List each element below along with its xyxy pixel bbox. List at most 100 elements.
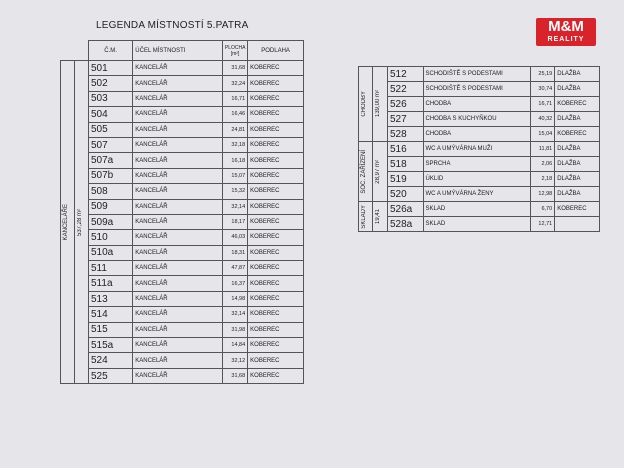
room-area: 30,74 — [529, 81, 556, 97]
room-number: 519 — [387, 171, 424, 187]
group-area: 28,97 m² — [375, 159, 381, 184]
room-number: 524 — [87, 352, 134, 369]
table-row: 509 KANCELÁŘ 32,14 KOBEREC — [61, 198, 304, 215]
room-area: 40,32 — [529, 111, 556, 127]
table-row: 507a KANCELÁŘ 16,18 KOBEREC — [61, 152, 304, 169]
room-area: 14,98 — [221, 290, 249, 308]
room-purpose: CHODBA S KUCHYŇKOU — [422, 111, 531, 127]
table-row: 511 KANCELÁŘ 47,87 KOBEREC — [61, 260, 304, 277]
room-floor: KOBEREC — [247, 321, 304, 339]
room-purpose: KANCELÁŘ — [132, 229, 223, 246]
table-row: 527 CHODBA S KUCHYŇKOU 40,32 DLAŽBA — [359, 111, 600, 127]
room-area: 15,07 — [221, 167, 249, 185]
room-floor: DLAŽBA — [554, 141, 600, 157]
room-number: 509 — [87, 198, 134, 215]
group-area: 139,00 m² — [375, 90, 381, 118]
table-row: 509a KANCELÁŘ 18,17 KOBEREC — [61, 213, 304, 231]
table-row: 510a KANCELÁŘ 18,31 KOBEREC — [61, 244, 304, 262]
header-cislo: Č.M. — [87, 40, 134, 61]
room-purpose: SCHODIŠTĚ S PODESTAMI — [422, 66, 531, 82]
room-floor: KOBEREC — [247, 198, 304, 215]
room-area: 6,70 — [529, 201, 556, 217]
room-number: 526a — [387, 201, 424, 217]
room-area: 12,71 — [529, 216, 556, 232]
room-floor: DLAŽBA — [554, 156, 600, 172]
room-area: 46,03 — [221, 229, 249, 246]
room-floor: KOBEREC — [554, 126, 600, 142]
room-floor: KOBEREC — [247, 275, 304, 292]
room-purpose: KANCELÁŘ — [132, 290, 223, 308]
room-number: 511 — [87, 260, 134, 277]
room-area: 2,18 — [529, 171, 556, 187]
room-floor: KOBEREC — [247, 75, 304, 92]
table-row: 519 ÚKLID 2,18 DLAŽBA — [359, 171, 600, 187]
room-purpose: KANCELÁŘ — [132, 244, 223, 262]
room-purpose: CHODBA — [422, 96, 531, 112]
room-purpose: KANCELÁŘ — [132, 306, 223, 323]
room-purpose: KANCELÁŘ — [132, 152, 223, 169]
room-floor: DLAŽBA — [554, 66, 600, 82]
room-area: 24,81 — [221, 121, 249, 138]
room-area: 16,37 — [221, 275, 249, 292]
room-area: 31,68 — [221, 59, 249, 77]
table-row: 520 WC A UMÝVÁRNA ŽENY 12,98 DLAŽBA — [359, 186, 600, 202]
room-area: 14,84 — [221, 337, 249, 354]
group-label: KANCELÁŘE — [63, 203, 69, 241]
room-number: 515 — [87, 321, 134, 339]
room-floor: KOBEREC — [247, 367, 304, 385]
room-purpose: KANCELÁŘ — [132, 59, 223, 77]
table-row: 514 KANCELÁŘ 32,14 KOBEREC — [61, 306, 304, 323]
room-area: 15,04 — [529, 126, 556, 142]
room-number: 515a — [87, 337, 134, 354]
room-area: 16,71 — [221, 90, 249, 108]
room-number: 520 — [387, 186, 424, 202]
room-purpose: SCHODIŠTĚ S PODESTAMI — [422, 81, 531, 97]
room-number: 511a — [87, 275, 134, 292]
header-podlaha: PODLAHA — [247, 40, 304, 61]
room-area: 47,87 — [221, 260, 249, 277]
table-row: 511a KANCELÁŘ 16,37 KOBEREC — [61, 275, 304, 292]
room-floor: KOBEREC — [247, 167, 304, 185]
room-area: 11,81 — [529, 141, 556, 157]
room-floor: KOBEREC — [247, 337, 304, 354]
room-purpose: KANCELÁŘ — [132, 260, 223, 277]
room-area: 16,46 — [221, 106, 249, 123]
room-purpose: KANCELÁŘ — [132, 106, 223, 123]
room-number: 509a — [87, 213, 134, 231]
room-area: 25,19 — [529, 66, 556, 82]
room-purpose: KANCELÁŘ — [132, 75, 223, 92]
table-row: SKLADY 19,41 526a SKLAD 6,70 KOBEREC — [358, 201, 600, 232]
room-number: 510 — [87, 229, 134, 246]
room-area: 18,17 — [221, 213, 249, 231]
room-purpose: KANCELÁŘ — [132, 321, 223, 339]
group-label: CHODBY — [361, 91, 367, 117]
header-ucel: ÚČEL MÍSTNOSTI — [132, 40, 223, 61]
room-purpose: KANCELÁŘ — [132, 352, 223, 369]
room-floor: DLAŽBA — [554, 186, 600, 202]
room-number: 507b — [87, 167, 134, 185]
room-number: 502 — [87, 75, 134, 92]
room-number: 510a — [87, 244, 134, 262]
room-floor: KOBEREC — [247, 152, 304, 169]
table-row: 515 KANCELÁŘ 31,98 KOBEREC — [61, 321, 304, 339]
room-number: 508 — [87, 183, 134, 200]
room-area: 18,31 — [221, 244, 249, 262]
room-purpose: KANCELÁŘ — [132, 367, 223, 385]
room-area: 32,14 — [221, 198, 249, 215]
table-row: 503 KANCELÁŘ 16,71 KOBEREC — [61, 90, 304, 108]
table-row: 504 KANCELÁŘ 16,46 KOBEREC — [61, 106, 304, 123]
table-row: 510 KANCELÁŘ 46,03 KOBEREC — [61, 229, 304, 246]
table-row: 507b KANCELÁŘ 15,07 KOBEREC — [61, 167, 304, 185]
room-purpose: SKLAD — [422, 201, 531, 217]
offices-table: Č.M. ÚČEL MÍSTNOSTI PLOCHA [m²] PODLAHA … — [60, 40, 304, 385]
room-floor: KOBEREC — [247, 183, 304, 200]
room-number: 507a — [87, 152, 134, 169]
room-purpose: SPRCHA — [422, 156, 531, 172]
room-purpose: KANCELÁŘ — [132, 183, 223, 200]
header-row: Č.M. ÚČEL MÍSTNOSTI PLOCHA [m²] PODLAHA — [61, 40, 304, 61]
room-number: 526 — [387, 96, 424, 112]
table-row: CHODBY 139,00 m² 512 SCHODIŠTĚ S PODESTAMI 2… — [358, 66, 600, 142]
room-purpose: CHODBA — [422, 126, 531, 142]
room-area: 15,32 — [221, 183, 249, 200]
room-floor: KOBEREC — [247, 136, 304, 154]
